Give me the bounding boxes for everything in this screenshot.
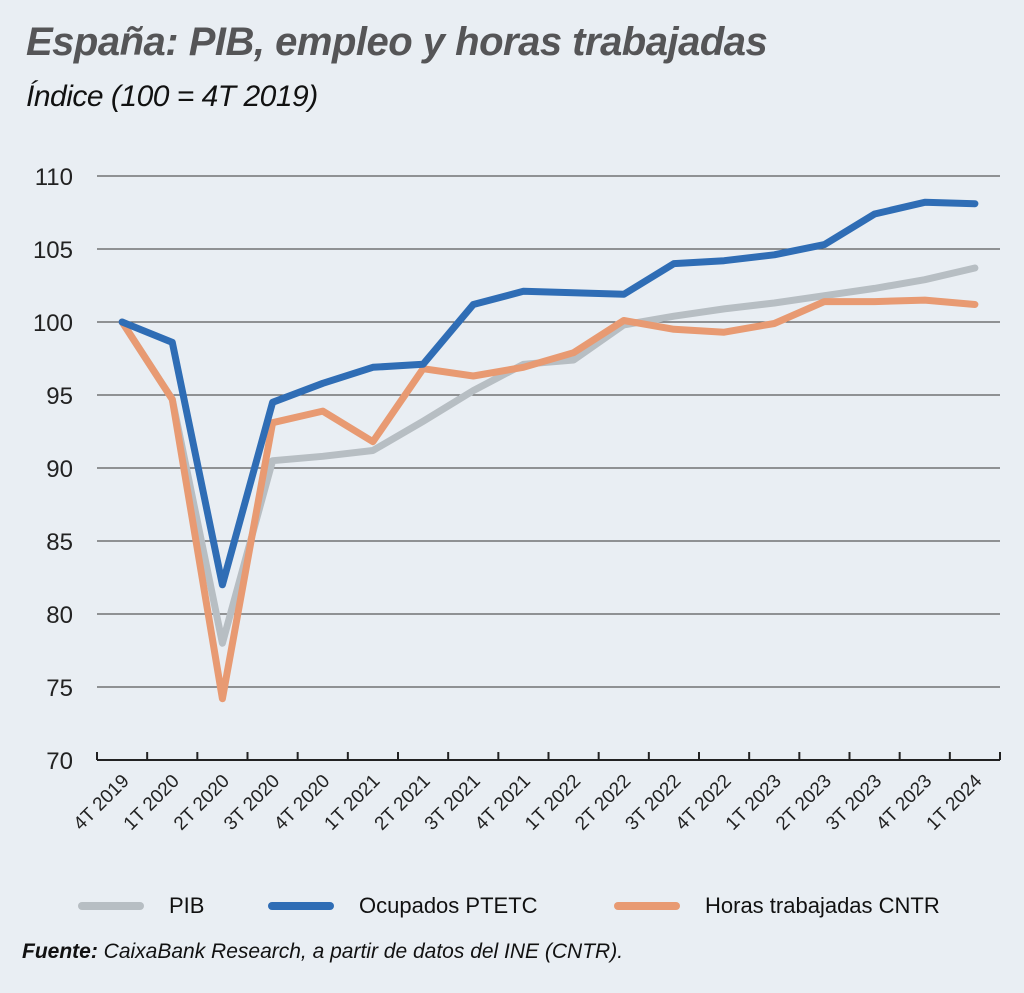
y-tick-label: 80 — [46, 602, 73, 629]
series-line-ocupados-ptetc — [118, 198, 979, 589]
y-tick-label: 85 — [46, 529, 73, 556]
legend-swatch-horas — [614, 902, 680, 910]
y-tick-label: 70 — [46, 748, 73, 775]
y-tick-label: 100 — [33, 310, 73, 337]
y-tick-label: 110 — [35, 164, 73, 191]
legend-item-pib: PIB — [78, 888, 204, 924]
legend-label-pib: PIB — [169, 893, 205, 918]
legend: PIB Ocupados PTETC Horas trabajadas CNTR — [0, 888, 1024, 924]
source-text: CaixaBank Research, a partir de datos de… — [97, 940, 624, 963]
legend-swatch-pib — [78, 902, 144, 910]
legend-label-horas: Horas trabajadas CNTR — [705, 893, 940, 918]
legend-item-ocupados: Ocupados PTETC — [268, 888, 538, 924]
y-tick-label: 75 — [46, 675, 73, 702]
legend-item-horas: Horas trabajadas CNTR — [614, 888, 940, 924]
series-line-pib — [118, 264, 979, 647]
series-line-horas-trabajadas-cntr — [118, 296, 979, 703]
y-tick-label: 95 — [46, 383, 73, 410]
source-label: Fuente: — [22, 940, 98, 963]
legend-label-ocupados: Ocupados PTETC — [359, 893, 538, 918]
source-note: Fuente: CaixaBank Research, a partir de … — [22, 940, 623, 964]
chart-title: España: PIB, empleo y horas trabajadas — [26, 20, 768, 64]
legend-swatch-ocupados — [268, 902, 334, 910]
y-tick-label: 90 — [46, 456, 73, 483]
chart-subtitle: Índice (100 = 4T 2019) — [26, 80, 318, 113]
x-tick-label: 1T 2024 — [923, 770, 987, 834]
y-tick-label: 105 — [33, 237, 73, 264]
